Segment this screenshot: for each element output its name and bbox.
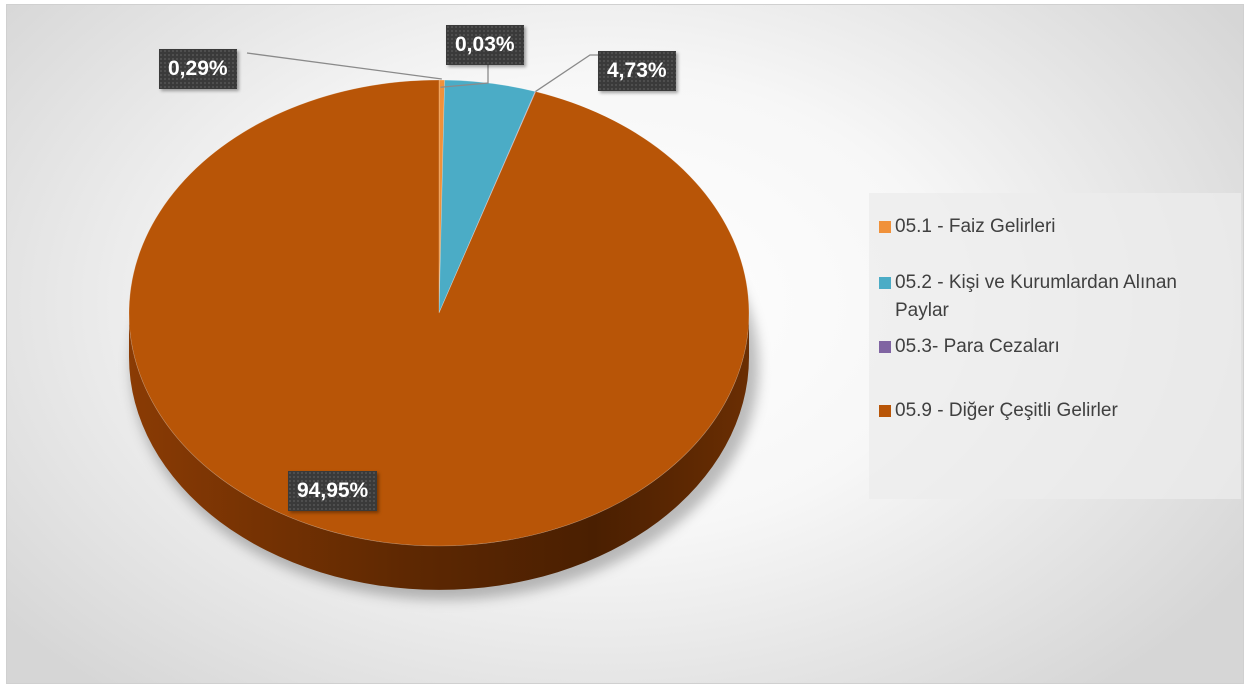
leader-line-para-cezalari xyxy=(440,63,489,88)
data-label-para-cezalari: 0,03% xyxy=(446,25,524,65)
legend-label: 05.1 - Faiz Gelirleri xyxy=(895,216,1056,237)
legend-swatch xyxy=(879,277,891,289)
slice-diger xyxy=(128,79,750,547)
legend-item-kisi-kurum: 05.2 - Kişi ve Kurumlardan Alınan Paylar xyxy=(879,269,1231,325)
slice-faiz xyxy=(438,79,445,314)
legend-item-para-cezalari: 05.3- Para Cezaları xyxy=(879,333,1231,361)
legend-swatch xyxy=(879,221,891,233)
chart-area: 0,29% 0,03% 4,73% 94,95% 05.1 - Faiz Gel… xyxy=(6,4,1244,684)
legend-swatch xyxy=(879,405,891,417)
legend-swatch xyxy=(879,341,891,353)
leader-line-kisi-kurum xyxy=(535,54,598,93)
slice-kisi-kurum xyxy=(438,79,536,314)
data-label-kisi-kurum: 4,73% xyxy=(598,51,676,91)
legend: 05.1 - Faiz Gelirleri 05.2 - Kişi ve Kur… xyxy=(869,193,1241,499)
data-label-faiz: 0,29% xyxy=(159,49,237,89)
legend-item-faiz: 05.1 - Faiz Gelirleri xyxy=(879,213,1231,241)
legend-label: 05.2 - Kişi ve Kurumlardan Alınan Paylar xyxy=(895,272,1177,321)
leader-line-faiz xyxy=(246,52,442,80)
legend-label: 05.3- Para Cezaları xyxy=(895,336,1060,357)
pie-side-wall xyxy=(129,313,749,590)
legend-item-diger: 05.9 - Diğer Çeşitli Gelirler xyxy=(879,397,1231,425)
legend-label: 05.9 - Diğer Çeşitli Gelirler xyxy=(895,400,1118,421)
data-label-diger: 94,95% xyxy=(288,471,378,511)
